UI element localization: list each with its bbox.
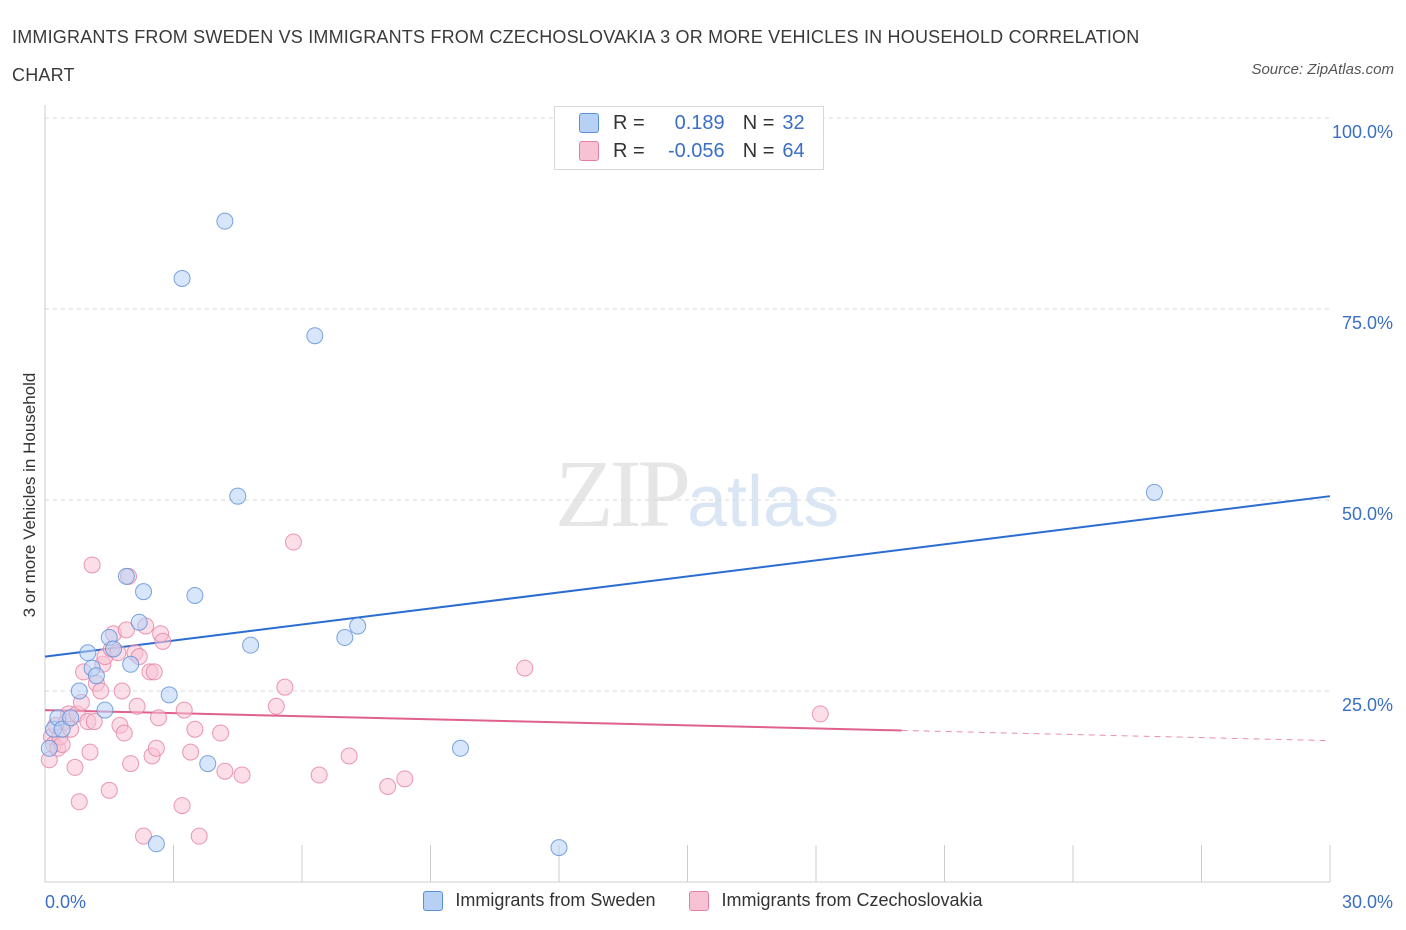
sweden-point [70, 682, 88, 700]
legend-item-czech[interactable]: Immigrants from Czechoslovakia [689, 890, 983, 911]
czech-legend-swatch [689, 890, 710, 911]
sweden-r-value: 0.189 [674, 111, 725, 134]
sweden-point [147, 835, 165, 853]
data-points [40, 212, 1163, 857]
sweden-point [40, 739, 58, 757]
watermark-zip: ZIP [555, 440, 691, 547]
watermark-atlas: atlas [687, 462, 840, 542]
czech-point [284, 533, 302, 551]
sweden-legend-label: Immigrants from Sweden [455, 890, 656, 910]
czech-point [182, 743, 200, 761]
x-tick-label: 30.0% [1342, 892, 1393, 912]
czech-trend-line-extension [901, 729, 1331, 742]
sweden-point [199, 755, 217, 773]
czech-point [811, 705, 829, 723]
czech-point [135, 827, 153, 845]
czech-point [150, 709, 168, 727]
sweden-point [186, 587, 204, 604]
czech-point [115, 724, 133, 742]
sweden-point [122, 655, 140, 673]
y-tick-label: 100.0% [1332, 122, 1393, 142]
trend-lines [44, 495, 1331, 742]
czech-point [379, 778, 397, 795]
sweden-point [173, 269, 191, 287]
czech-point [212, 724, 230, 742]
y-tick-label: 50.0% [1342, 504, 1393, 524]
sweden-point [229, 487, 247, 505]
sweden-point [451, 739, 469, 757]
r-label: R = [613, 139, 645, 162]
y-tick-label: 75.0% [1342, 313, 1393, 333]
czech-point [233, 766, 251, 784]
czech-n-value: 64 [782, 139, 805, 162]
czech-point [122, 755, 140, 773]
sweden-point [306, 327, 324, 345]
czech-point [113, 682, 131, 700]
czech-point [145, 663, 163, 681]
czech-point [81, 743, 99, 761]
czech-trend-line [44, 709, 902, 732]
czech-r-value: -0.056 [667, 139, 725, 162]
czech-point [310, 766, 328, 784]
gridlines [45, 117, 1330, 692]
legend-item-sweden[interactable]: Immigrants from Sweden [423, 890, 655, 911]
chart-title: IMMIGRANTS FROM SWEDEN VS IMMIGRANTS FRO… [12, 27, 1140, 85]
czech-point [173, 797, 191, 815]
sweden-swatch [579, 113, 599, 133]
sweden-point [242, 636, 260, 654]
sweden-point [349, 617, 367, 635]
czech-point [396, 770, 414, 788]
czech-point [83, 556, 101, 574]
sweden-trend-line [44, 495, 1331, 658]
sweden-point [96, 701, 114, 719]
czech-point [154, 632, 172, 650]
czech-point [175, 701, 193, 719]
stats-row-sweden: R = 0.189 N = 32 [579, 111, 805, 135]
czech-point [186, 720, 204, 738]
sweden-point [1145, 483, 1163, 501]
czech-point [276, 678, 294, 696]
czech-point [267, 697, 285, 715]
czech-point [147, 739, 165, 757]
czech-point [92, 682, 110, 700]
sweden-point [53, 720, 71, 738]
stats-row-czech: R = -0.056 N = 64 [579, 139, 805, 163]
watermark: ZIPatlas [555, 438, 839, 549]
sweden-point [130, 613, 148, 631]
sweden-point [216, 212, 234, 230]
series-legend: Immigrants from Sweden Immigrants from C… [0, 890, 1406, 911]
sweden-legend-swatch [423, 890, 444, 911]
czech-point [516, 659, 534, 677]
czech-swatch [579, 141, 599, 161]
sweden-point [550, 839, 568, 857]
czech-point [117, 621, 135, 639]
r-label: R = [613, 111, 645, 134]
sweden-point [135, 583, 153, 601]
sweden-point [336, 629, 354, 647]
czech-point [128, 697, 146, 715]
sweden-point [160, 686, 178, 704]
sweden-point [62, 709, 80, 727]
tick-labels: 25.0% 50.0% 75.0% 100.0% 0.0% 30.0% [45, 122, 1393, 912]
czech-point [340, 747, 358, 765]
x-tick-label: 0.0% [45, 892, 86, 912]
sweden-n-value: 32 [782, 111, 805, 134]
stats-legend: R = 0.189 N = 32 R = -0.056 N = 64 [554, 106, 824, 170]
sweden-point [87, 667, 105, 685]
czech-point [216, 762, 234, 780]
y-tick-label: 25.0% [1342, 695, 1393, 715]
czech-point [70, 793, 88, 811]
sweden-point [117, 567, 135, 585]
czech-point [66, 758, 84, 776]
czech-legend-label: Immigrants from Czechoslovakia [721, 890, 983, 910]
n-label: N = [742, 139, 775, 162]
czech-point [85, 713, 103, 731]
czech-point [100, 781, 118, 799]
czech-point [190, 827, 208, 845]
source-label: Source: ZipAtlas.com [1251, 61, 1394, 78]
sweden-point [79, 644, 97, 662]
n-label: N = [742, 111, 775, 134]
sweden-point [105, 640, 123, 658]
